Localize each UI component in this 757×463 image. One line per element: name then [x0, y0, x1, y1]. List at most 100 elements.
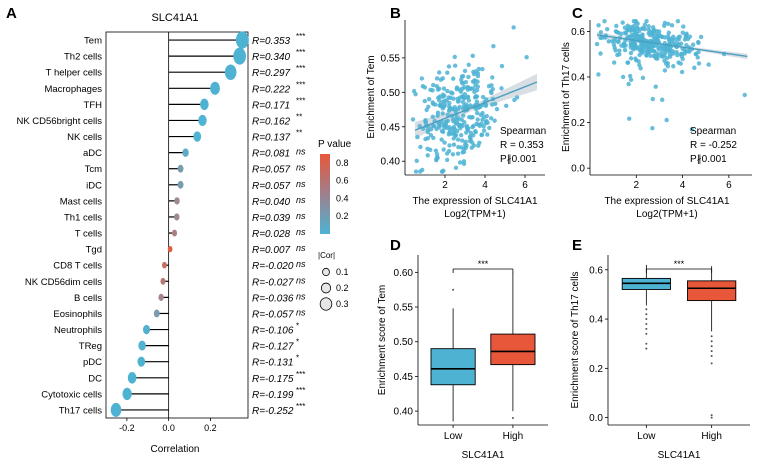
scatter-point: [422, 98, 428, 104]
p-value-colorbar: [320, 154, 330, 234]
scatter-point: [434, 152, 440, 157]
scatter-point: [626, 81, 631, 87]
lollipop-dot: [224, 64, 237, 80]
scatter-point: [460, 94, 466, 99]
scatter-point: [491, 43, 496, 49]
scatter-point: [437, 103, 442, 108]
scatter-point: [464, 125, 470, 130]
scatter-point: [675, 52, 680, 58]
box-high: [490, 333, 536, 366]
scatter-point: [430, 114, 435, 120]
scatter-point: [484, 119, 489, 124]
scatter-point: [484, 97, 489, 102]
scatter-point: [453, 133, 458, 138]
scatter-point: [633, 18, 639, 24]
scatter-point: [460, 138, 465, 143]
outlier-point: [710, 335, 713, 338]
correlation-value-label: R=0.057: [252, 181, 291, 192]
scatter-point: [435, 155, 440, 161]
significance-label: **: [296, 112, 302, 121]
scatter-point: [655, 33, 660, 39]
scatter-point: [680, 30, 685, 35]
scatter-point: [671, 34, 676, 40]
scatter-point: [696, 40, 701, 46]
scatter-point: [461, 113, 466, 118]
correlation-value-label: R=-0.199: [252, 390, 294, 401]
significance-label: *: [296, 354, 299, 363]
scatter-point: [420, 83, 426, 89]
scatter-point: [622, 47, 628, 53]
y-tick-label: 0.55: [381, 53, 401, 64]
scatter-point: [653, 43, 658, 48]
correlation-value-label: R=0.007: [252, 245, 291, 256]
scatter-point: [467, 114, 472, 120]
cor-size-legend: |Cor| 0.1 0.2 0.3: [318, 251, 349, 311]
outlier-point: [645, 322, 648, 325]
scatter-point: [415, 134, 420, 140]
panel-letter-b: B: [390, 5, 401, 22]
cell-type-label: Th17 cells: [59, 405, 103, 416]
scatter-point: [664, 117, 669, 123]
scatter-point: [490, 75, 495, 80]
scatter-point: [627, 116, 632, 121]
scatter-point: [598, 51, 603, 56]
scatter-point: [441, 86, 447, 91]
scatter-point: [485, 132, 490, 137]
scatter-point: [639, 35, 645, 40]
scatter-point: [667, 38, 672, 43]
scatter-point: [448, 95, 453, 101]
cell-type-label: Macrophages: [44, 84, 102, 95]
scatter-point: [414, 158, 419, 163]
significance-label: ***: [296, 402, 305, 411]
cell-type-label: Th2 cells: [64, 52, 102, 63]
scatter-point: [614, 29, 620, 35]
cor-legend-label: 0.2: [336, 283, 349, 293]
scatter-point: [632, 41, 637, 46]
lollipop-dot: [235, 31, 249, 49]
x-category-label: High: [503, 431, 524, 442]
cell-type-label: DC: [88, 373, 102, 384]
scatter-point: [636, 59, 641, 64]
scatter-point: [453, 120, 458, 126]
y-tick-label: 0.4: [589, 315, 603, 326]
scatter-point: [690, 42, 696, 47]
scatter-point: [459, 117, 464, 122]
scatter-point: [471, 133, 476, 138]
cell-type-label: Tgd: [86, 245, 102, 256]
y-tick-label: 0.2: [589, 364, 603, 375]
lollipop-dot: [161, 261, 167, 269]
lollipop-dot: [127, 371, 137, 384]
significance-label: *: [296, 338, 299, 347]
y-tick-label: 0.40: [381, 157, 401, 168]
scatter-point: [679, 69, 685, 75]
lollipop-dot: [160, 277, 166, 285]
scatter-point: [659, 97, 665, 102]
significance-label: ns: [296, 147, 306, 157]
scatter-point: [452, 105, 457, 110]
outlier-point: [645, 313, 648, 316]
scatter-point: [452, 54, 457, 60]
correlation-value-label: R=0.171: [252, 100, 290, 111]
scatter-point: [446, 132, 452, 137]
scatter-point: [620, 20, 625, 25]
significance-label: ns: [296, 291, 306, 301]
scatter-point: [450, 91, 455, 96]
scatter-point: [706, 62, 711, 67]
scatter-point: [468, 103, 473, 108]
cell-type-label: pDC: [83, 357, 102, 368]
scatter-point: [431, 123, 436, 128]
scatter-point: [659, 34, 664, 39]
scatter-point: [417, 169, 423, 174]
scatter-point: [424, 107, 429, 113]
panel-letter-e: E: [572, 237, 582, 254]
correlation-value-label: R=0.039: [252, 213, 291, 224]
scatter-point: [650, 96, 655, 102]
scatter-point: [489, 102, 495, 107]
scatter-point: [475, 117, 480, 122]
scatter-point: [475, 73, 481, 79]
scatter-point: [640, 50, 645, 56]
scatter-point: [445, 88, 450, 94]
cor-legend-circle: [320, 282, 332, 294]
scatter-point: [473, 129, 478, 135]
scatter-point: [511, 25, 516, 30]
